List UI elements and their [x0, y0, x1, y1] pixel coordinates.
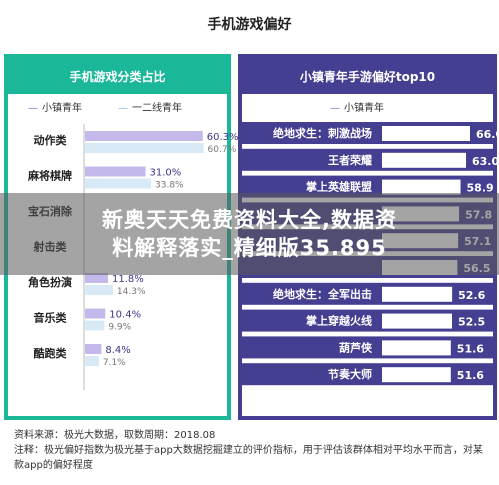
- bar-small-town: [85, 344, 102, 354]
- bar-tier: [85, 285, 113, 295]
- game-label: 王者荣耀: [328, 153, 372, 167]
- legend-marker-small-town: —: [28, 103, 38, 114]
- game-label: 节奏大师: [328, 367, 372, 381]
- legend-label-top10: 小镇青年: [344, 101, 384, 114]
- data-label-tier: 7.1%: [103, 358, 126, 368]
- bar-preference: [382, 286, 453, 302]
- bar-small-town: [85, 131, 203, 141]
- game-label: 掌上英雄联盟: [306, 180, 372, 194]
- legend-label-small-town: 小镇青年: [42, 101, 82, 114]
- data-label-tier: 60.7%: [208, 145, 237, 155]
- bar-small-town: [85, 166, 146, 177]
- category-label: 音乐类: [34, 311, 68, 325]
- bar-preference: [382, 340, 451, 356]
- bar-preference: [382, 179, 461, 195]
- data-label-small-town: 8.4%: [105, 345, 130, 356]
- game-label: 掌上穿越火线: [306, 314, 372, 328]
- data-label-tier: 33.8%: [155, 181, 184, 191]
- data-label-tier: 9.9%: [108, 323, 131, 333]
- data-label-tier: 14.3%: [117, 287, 146, 297]
- data-label-preference: 58.9: [467, 182, 494, 195]
- bar-small-town: [85, 273, 109, 283]
- bar-preference: [382, 152, 466, 168]
- game-label: 绝地求生：全军出击: [273, 287, 372, 301]
- bar-small-town: [85, 308, 106, 319]
- legend-label-tier: 一二线青年: [132, 101, 182, 114]
- bar-tier: [85, 143, 204, 153]
- data-label-preference: 66.0: [476, 128, 499, 141]
- bar-preference: [382, 313, 452, 329]
- bar-preference: [382, 367, 451, 383]
- top10-title: 小镇青年手游偏好top10: [299, 70, 436, 84]
- data-label-small-town: 31.0%: [150, 168, 182, 179]
- category-label: 酷跑类: [34, 346, 68, 360]
- watermark-banner: [0, 193, 499, 275]
- source-note: 资料来源：极光大数据，取数周期：2018.08: [14, 430, 216, 441]
- category-label: 动作类: [34, 133, 68, 147]
- data-label-preference: 63.0: [472, 155, 499, 168]
- watermark-text-line2: 料解释落实_精细版35.895: [112, 236, 387, 260]
- bar-tier: [85, 178, 152, 189]
- footer: 资料来源：极光大数据，取数周期：2018.08 注释：极光偏好指数为极光基于ap…: [14, 428, 490, 473]
- data-label-small-town: 11.8%: [112, 274, 144, 285]
- watermark-text-line1: 新奥天天免费资料大全,数据资: [102, 208, 397, 232]
- game-label: 绝地求生：刺激战场: [273, 126, 372, 140]
- data-label-preference: 52.5: [458, 316, 485, 329]
- legend-marker-tier: —: [118, 103, 128, 114]
- category-label: 角色扮演: [28, 275, 72, 289]
- page-title: 手机游戏偏好: [207, 17, 292, 33]
- bar-preference: [382, 126, 470, 141]
- category-share-title: 手机游戏分类占比: [69, 70, 166, 84]
- category-label: 麻将棋牌: [27, 169, 72, 183]
- data-label-preference: 51.6: [457, 342, 484, 355]
- legend-marker-top10: —: [330, 103, 340, 114]
- bar-tier: [85, 320, 105, 331]
- data-label-small-town: 10.4%: [109, 310, 141, 321]
- annotation-note: 注释：极光偏好指数为极光基于app大数据挖掘建立的评价指标，用于评估该群体相对平…: [14, 445, 483, 471]
- data-label-preference: 51.6: [457, 369, 484, 382]
- game-label: 葫芦侠: [339, 340, 373, 354]
- bar-tier: [85, 356, 99, 366]
- data-label-preference: 52.6: [458, 289, 485, 302]
- data-label-small-town: 60.3%: [207, 132, 239, 143]
